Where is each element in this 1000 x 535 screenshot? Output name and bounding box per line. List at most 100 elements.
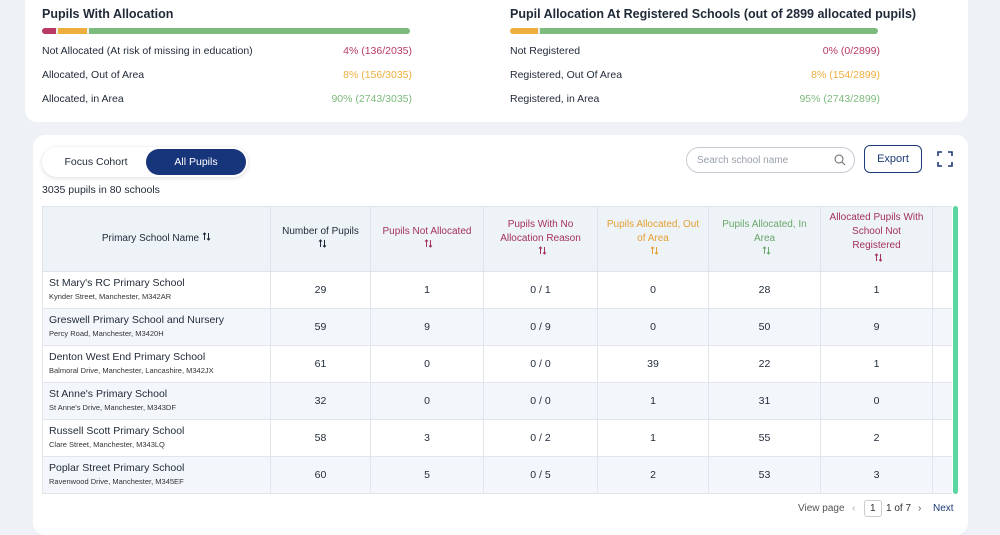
bar-segment <box>510 28 539 34</box>
header-text: Pupils With No Allocation Reason <box>500 219 581 244</box>
column-header[interactable]: Pupils Not Allocated <box>370 206 484 272</box>
row-label: Registered, Out Of Area <box>510 69 623 81</box>
progress-bar <box>42 28 410 34</box>
cell: 0 / 9 <box>483 308 598 346</box>
sort-icon[interactable] <box>538 246 547 255</box>
cell: 0 <box>820 382 933 420</box>
cell: 0 / 0 <box>483 382 598 420</box>
sort-icon[interactable] <box>762 246 771 255</box>
sort-icon[interactable] <box>202 232 211 241</box>
summary-card <box>25 0 968 122</box>
cell: 1 <box>370 271 484 309</box>
school-cell: Russell Scott Primary School Clare Street… <box>42 419 271 457</box>
legend-row: Allocated, in Area 90% (2743/3035) <box>42 93 412 105</box>
school-name: Greswell Primary School and Nursery <box>49 314 225 326</box>
school-address: Balmoral Drive, Manchester, Lancashire, … <box>49 366 214 375</box>
school-address: St Anne's Drive, Manchester, M343DF <box>49 403 176 412</box>
expand-icon[interactable] <box>937 151 953 167</box>
table-row: Denton West End Primary School Balmoral D… <box>42 345 952 383</box>
cell: 22 <box>708 345 821 383</box>
table-row: St Anne's Primary School St Anne's Drive,… <box>42 382 952 420</box>
cell: 1 <box>597 419 709 457</box>
cell: 59 <box>270 308 371 346</box>
cell: 1 <box>820 271 933 309</box>
row-value: 90% (2743/3035) <box>331 93 412 105</box>
search-icon <box>834 154 846 166</box>
column-header[interactable]: Pupils Allocated, Out of Area <box>597 206 709 272</box>
cell: 61 <box>270 345 371 383</box>
view-page: View page <box>798 503 845 514</box>
school-cell: Poplar Street Primary School Ravenwood Dr… <box>42 456 271 494</box>
row-label: Not Registered <box>510 45 581 57</box>
school-name: Denton West End Primary School <box>49 351 206 363</box>
cell <box>932 382 952 420</box>
legend-row: Allocated, Out of Area 8% (156/3035) <box>42 69 412 81</box>
cell <box>932 308 952 346</box>
export-button[interactable]: Export <box>864 145 922 173</box>
cell: 0 / 0 <box>483 345 598 383</box>
column-header[interactable]: Pupils With No Allocation Reason <box>483 206 598 272</box>
prev-button[interactable]: ‹ <box>852 503 856 514</box>
column-header[interactable]: Primary School Name <box>42 206 271 272</box>
bar-segment <box>540 28 878 34</box>
row-label: Registered, in Area <box>510 93 600 105</box>
tab[interactable]: Focus Cohort <box>64 156 128 168</box>
row-label: Allocated, Out of Area <box>42 69 145 81</box>
cell: 39 <box>597 345 709 383</box>
header-text: Pupils Allocated, Out of Area <box>606 219 700 244</box>
cell <box>932 271 952 309</box>
cell: 1 <box>597 382 709 420</box>
bar-segment <box>42 28 57 34</box>
school-address: Ravenwood Drive, Manchester, M345EF <box>49 477 184 486</box>
cell: 9 <box>820 308 933 346</box>
tab-active[interactable]: All Pupils <box>146 149 246 175</box>
header-text: Pupils Not Allocated <box>382 226 472 237</box>
column-header[interactable]: Number of Pupils <box>270 206 371 272</box>
cell: 0 / 1 <box>483 271 598 309</box>
search-box[interactable]: Search school name <box>686 147 855 173</box>
column-header[interactable]: Pupils Allocated, In Area <box>708 206 821 272</box>
scrollbar[interactable] <box>953 206 958 494</box>
cell <box>932 345 952 383</box>
school-cell: Greswell Primary School and Nursery Percy… <box>42 308 271 346</box>
sort-icon[interactable] <box>318 239 327 248</box>
table-row: Greswell Primary School and Nursery Percy… <box>42 308 952 346</box>
cell: 3 <box>370 419 484 457</box>
next-button[interactable]: Next <box>933 503 954 514</box>
cell: 5 <box>370 456 484 494</box>
legend-row: Not Allocated (At risk of missing in edu… <box>42 45 412 57</box>
header-text: Pupils Allocated, In Area <box>722 219 807 244</box>
page-count: 1 of 7 <box>886 503 912 514</box>
school-name: St Anne's Primary School <box>49 388 168 400</box>
header-text: Number of Pupils <box>282 226 359 237</box>
page-input[interactable]: 1 <box>864 500 882 517</box>
search-placeholder: Search school name <box>697 155 789 166</box>
cell: 3 <box>820 456 933 494</box>
legend-row: Not Registered 0% (0/2899) <box>510 45 880 57</box>
school-name: St Mary's RC Primary School <box>49 277 185 289</box>
legend-row: Registered, in Area 95% (2743/2899) <box>510 93 880 105</box>
sort-icon[interactable] <box>874 253 883 262</box>
legend-row: Registered, Out Of Area 8% (154/2899) <box>510 69 880 81</box>
cell: 1 <box>820 345 933 383</box>
row-value: 0% (0/2899) <box>822 45 880 57</box>
cell: 0 <box>597 271 709 309</box>
cell: 53 <box>708 456 821 494</box>
table-wrap: Primary School Name Number of Pupils Pupil… <box>42 206 952 495</box>
header-row: Primary School Name Number of Pupils Pupil… <box>42 206 952 272</box>
cell: 0 / 5 <box>483 456 598 494</box>
cell <box>932 419 952 457</box>
cell: 60 <box>270 456 371 494</box>
school-cell: Denton West End Primary School Balmoral D… <box>42 345 271 383</box>
cell: 29 <box>270 271 371 309</box>
sort-icon[interactable] <box>650 246 659 255</box>
sort-icon[interactable] <box>424 239 433 248</box>
next-arrow[interactable]: › <box>918 503 922 514</box>
cell: 0 <box>370 382 484 420</box>
table-row: Poplar Street Primary School Ravenwood Dr… <box>42 456 952 494</box>
column-header[interactable]: Allocated Pupils With School Not Registe… <box>820 206 933 272</box>
column-header[interactable]: All S <box>932 206 952 272</box>
cell: 9 <box>370 308 484 346</box>
bar-segment <box>88 28 410 34</box>
page: Pupils With Allocation Not Allocated (At … <box>25 0 968 535</box>
